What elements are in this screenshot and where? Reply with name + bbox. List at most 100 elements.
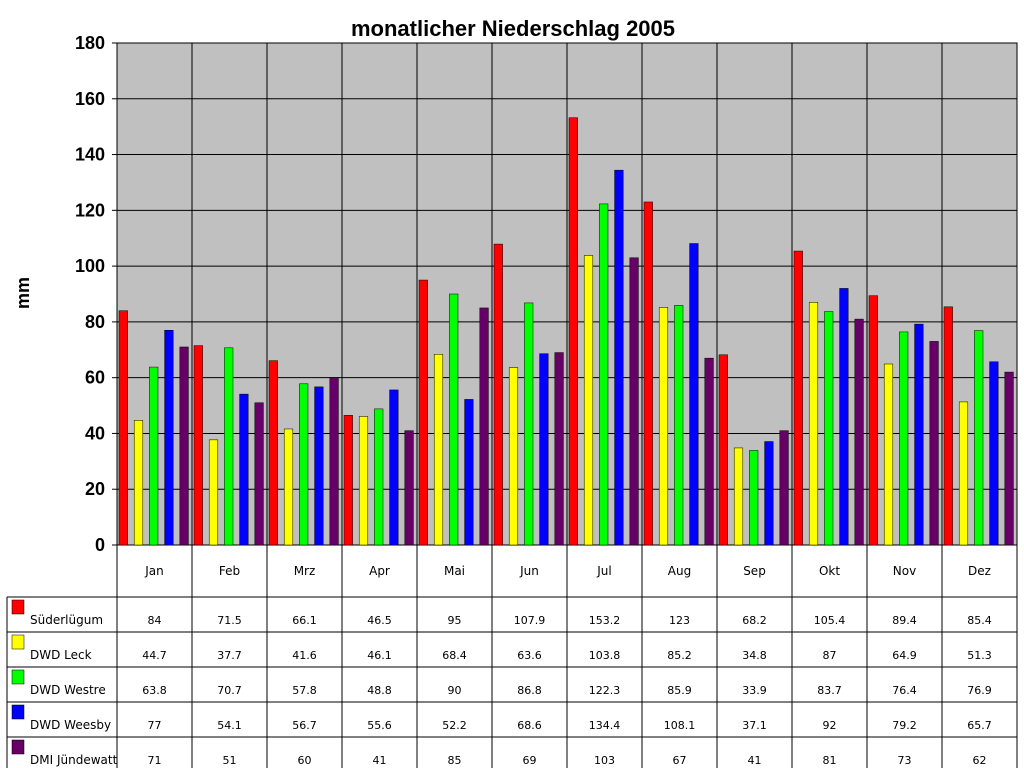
table-cell: 33.9: [742, 684, 767, 697]
table-cell: 65.7: [967, 719, 992, 732]
bar: [389, 389, 399, 546]
bar: [479, 307, 489, 546]
category-label: Jan: [144, 564, 164, 578]
bar: [299, 383, 309, 546]
table-cell: 76.4: [892, 684, 917, 697]
table-cell: 52.2: [442, 719, 467, 732]
table-cell: 51.3: [967, 649, 992, 662]
bar: [254, 402, 264, 546]
legend-entry: Süderlügum: [30, 613, 103, 627]
table-cell: 77: [148, 719, 162, 732]
bar: [554, 352, 564, 546]
table-cell: 79.2: [892, 719, 917, 732]
bar: [808, 302, 819, 546]
table-cell: 81: [823, 754, 837, 767]
bar: [374, 408, 384, 546]
table-cell: 85: [448, 754, 462, 767]
table-cell: 69: [523, 754, 537, 767]
category-label: Jul: [596, 564, 611, 578]
bar: [958, 401, 969, 546]
table-cell: 123: [669, 614, 690, 627]
table-cell: 92: [823, 719, 837, 732]
bar: [224, 347, 234, 546]
table-cell: 48.8: [367, 684, 392, 697]
bar: [674, 305, 684, 546]
table-cell: 41.6: [292, 649, 317, 662]
table-cell: 67: [673, 754, 687, 767]
table-cell: 64.9: [892, 649, 917, 662]
chart-title: monatlicher Niederschlag 2005: [351, 16, 675, 41]
bar: [149, 366, 159, 546]
table-cell: 34.8: [742, 649, 767, 662]
bar: [854, 318, 864, 546]
table-cell: 68.6: [517, 719, 542, 732]
table-cell: 85.9: [667, 684, 692, 697]
bar: [268, 360, 278, 546]
bar: [404, 430, 414, 546]
bar: [118, 310, 128, 546]
table-cell: 56.7: [292, 719, 317, 732]
bar: [599, 203, 609, 546]
bar: [629, 257, 639, 546]
table-cell: 60: [298, 754, 312, 767]
bar: [179, 346, 189, 546]
table-cell: 107.9: [514, 614, 546, 627]
table-cell: 86.8: [517, 684, 542, 697]
table-cell: 87: [823, 649, 837, 662]
y-tick-label: 180: [75, 33, 105, 53]
category-label: Mai: [444, 564, 465, 578]
y-tick-label: 20: [85, 479, 105, 499]
bar: [749, 450, 759, 546]
table-cell: 46.1: [367, 649, 392, 662]
bar: [208, 439, 219, 546]
bar: [824, 311, 834, 546]
plot-area: [116, 42, 1018, 546]
table-cell: 41: [748, 754, 762, 767]
table-cell: 51: [223, 754, 237, 767]
bar: [133, 420, 144, 546]
category-label: Sep: [743, 564, 766, 578]
table-cell: 62: [973, 754, 987, 767]
bar: [764, 441, 774, 546]
table-cell: 76.9: [967, 684, 992, 697]
bar: [868, 295, 878, 546]
category-label: Okt: [819, 564, 840, 578]
category-label: Nov: [893, 564, 916, 578]
bar: [914, 323, 924, 546]
table-cell: 134.4: [589, 719, 621, 732]
bar: [614, 169, 624, 546]
table-cell: 63.8: [142, 684, 167, 697]
table-cell: 103: [594, 754, 615, 767]
bar: [583, 255, 594, 546]
category-label: Jun: [519, 564, 539, 578]
table-cell: 71.5: [217, 614, 242, 627]
bar: [568, 117, 578, 546]
bar: [689, 243, 699, 546]
bar: [779, 430, 789, 546]
table-cell: 54.1: [217, 719, 242, 732]
y-tick-label: 60: [85, 368, 105, 388]
table-cell: 83.7: [817, 684, 842, 697]
bar: [493, 243, 503, 546]
bar: [539, 353, 549, 546]
table-cell: 108.1: [664, 719, 696, 732]
bar: [433, 353, 444, 546]
bar: [929, 341, 939, 546]
table-cell: 89.4: [892, 614, 917, 627]
legend-swatch: [11, 704, 25, 720]
table-cell: 153.2: [589, 614, 621, 627]
bar: [943, 306, 953, 546]
bar: [899, 331, 909, 546]
bar: [883, 363, 894, 546]
bar: [358, 416, 369, 546]
bar: [643, 201, 653, 546]
table-cell: 73: [898, 754, 912, 767]
bar: [164, 330, 174, 546]
legend-entry: DWD Westre: [30, 683, 106, 697]
table-cell: 122.3: [589, 684, 621, 697]
table-cell: 105.4: [814, 614, 846, 627]
y-tick-label: 160: [75, 89, 105, 109]
legend-swatch: [11, 739, 25, 755]
y-tick-label: 0: [95, 535, 105, 555]
bar: [658, 307, 669, 546]
